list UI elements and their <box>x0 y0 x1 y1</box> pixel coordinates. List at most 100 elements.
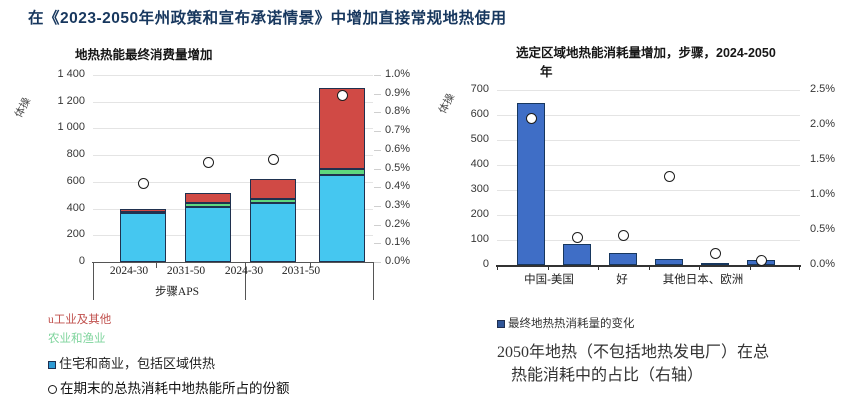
gridline <box>93 101 373 103</box>
x-axis-tick <box>156 262 157 268</box>
y-axis-tick-label: 1 000 <box>57 121 85 134</box>
x-axis-tick <box>648 265 650 270</box>
bar-segment <box>319 174 365 262</box>
x-axis-tick <box>799 265 800 270</box>
right-axis-minor-tick <box>374 112 381 114</box>
share-marker <box>525 113 537 125</box>
bar-segment <box>120 208 166 212</box>
right-chart-title: 选定区域地热能消耗量增加，步骤，2024-2050 年 <box>516 42 806 80</box>
group-separator <box>373 262 374 300</box>
page-title: 在《2023-2050年州政策和宣布承诺情景》中增加直接常规地热使用 <box>28 10 507 27</box>
right-legend: 最终地热热消耗量的变化 <box>497 315 635 331</box>
gridline <box>93 181 373 183</box>
gridline <box>497 190 800 191</box>
gridline <box>497 240 800 241</box>
right-axis-tick-label: 0.0% <box>810 258 836 270</box>
bar-segment <box>319 168 365 175</box>
right-axis-minor-tick <box>374 75 381 76</box>
right-axis-tick-label: 0.7% <box>385 124 411 137</box>
blue-square-icon <box>48 361 56 370</box>
bar <box>609 252 637 265</box>
x-category-label: 2024-30 <box>109 265 149 277</box>
share-marker <box>336 90 348 102</box>
group-separator <box>245 262 246 300</box>
share-marker <box>755 255 767 267</box>
right-axis-minor-tick <box>374 243 381 245</box>
gridline <box>497 165 800 166</box>
x-axis-tick <box>497 265 498 270</box>
y-axis-tick-label: 500 <box>470 133 489 145</box>
y-axis-tick-label: 0 <box>78 255 85 267</box>
x-category-label: 2031-50 <box>166 265 206 277</box>
right-axis-tick-label: 0.9% <box>385 86 411 99</box>
right-axis-minor-tick <box>374 187 381 189</box>
x-category-label: 中国-美国 <box>524 274 574 286</box>
y-axis-tick-label: 600 <box>470 108 489 120</box>
y-axis-tick-label: 300 <box>470 183 489 195</box>
right-axis-tick-label: 0.3% <box>385 198 411 211</box>
right-axis-minor-tick <box>374 224 381 226</box>
right-axis-tick-label: 1.0% <box>810 188 836 200</box>
y-axis-tick-label: 100 <box>470 233 489 245</box>
right-axis-tick-label: 2.5% <box>810 83 836 95</box>
right-axis-minor-tick <box>374 149 381 151</box>
gridline <box>497 115 800 116</box>
share-marker <box>202 157 214 169</box>
left-plot: 1 400 1 200 1 000 800 600 400 200 0 1.0% 0.9% 0.8%… <box>57 68 410 300</box>
share-marker <box>617 230 629 242</box>
bar-segment <box>250 199 296 204</box>
y-axis-tick-label: 700 <box>470 83 489 95</box>
right-axis-tick-label: 0.8% <box>385 105 411 118</box>
bar-segment <box>319 88 365 169</box>
y-axis-tick-label: 1 200 <box>57 94 85 107</box>
x-category-label: 其他日本、欧洲 <box>662 274 744 286</box>
right-axis-minor-tick <box>374 205 381 207</box>
left-legend: u工业及其他 农业和渔业 住宅和商业，包括区域供热 在期末的总热消耗中地热能所占… <box>48 311 290 397</box>
scenario-group-label: 步骤APS <box>154 286 200 298</box>
right-axis-tick-label: 0.5% <box>385 161 411 174</box>
legend-item-share-label: 在期末的总热消耗中地热能所占的份额 <box>60 381 290 396</box>
right-axis-minor-tick <box>374 262 381 263</box>
bar-segment <box>185 193 231 204</box>
gridline <box>497 140 800 141</box>
bar <box>563 243 591 265</box>
right-axis-tick-label: 0.5% <box>810 223 836 235</box>
bar-segment <box>185 203 231 208</box>
bar <box>517 102 545 265</box>
legend-item-residential: 住宅和商业，包括区域供热 <box>48 353 290 372</box>
right-axis-tick-label: 1.5% <box>810 153 836 165</box>
group-separator <box>93 262 94 300</box>
y-axis-tick-label: 200 <box>470 208 489 220</box>
x-category-label: 2024-30 <box>224 265 264 277</box>
y-axis-tick-label: 800 <box>66 148 85 161</box>
share-marker <box>137 177 149 189</box>
bar-segment <box>185 207 231 262</box>
right-caption-line1: 2050年地热（不包括地热发电厂）在总 <box>497 344 770 361</box>
y-axis-tick-label: 0 <box>482 258 489 270</box>
gridline <box>497 90 800 91</box>
right-axis-tick-label: 0.1% <box>385 236 411 249</box>
right-axis-tick-label: 0.4% <box>385 180 411 193</box>
legend-item-agriculture: 农业和渔业 <box>48 333 106 345</box>
right-axis-tick-label: 1.0% <box>385 68 411 80</box>
x-category-label: 2031-50 <box>281 265 321 277</box>
x-axis-tick <box>598 265 599 270</box>
right-axis-tick-label: 0.6% <box>385 142 411 155</box>
right-axis-tick-label: 0.0% <box>385 255 411 267</box>
bar-segment <box>250 178 296 200</box>
gridline <box>93 128 373 130</box>
x-axis-line <box>92 262 374 263</box>
y-axis-tick-label: 1 400 <box>57 68 85 80</box>
share-marker <box>709 247 721 259</box>
x-axis-tick <box>699 265 700 270</box>
gridline <box>93 155 373 157</box>
gridline <box>93 208 373 210</box>
bar <box>655 258 683 265</box>
gridline <box>93 235 373 237</box>
right-caption: 2050年地热（不包括地热发电厂）在总 热能消耗中的占比（右轴） <box>497 341 769 387</box>
y-axis-tick-label: 400 <box>66 201 85 214</box>
right-axis-minor-tick <box>374 131 381 133</box>
share-marker <box>571 232 583 244</box>
legend-item-share: 在期末的总热消耗中地热能所占的份额 <box>48 377 290 397</box>
